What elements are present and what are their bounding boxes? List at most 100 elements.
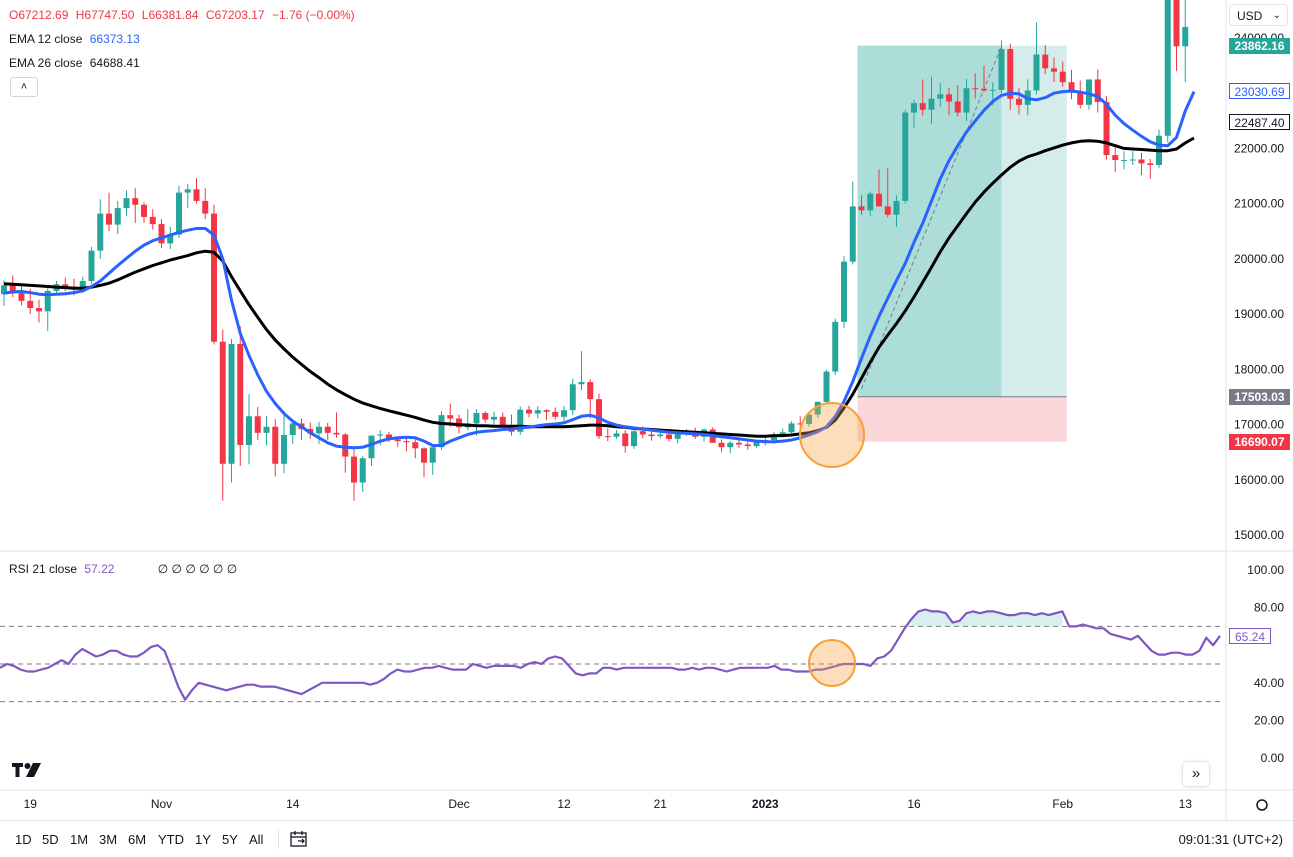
candle-body bbox=[114, 208, 121, 225]
candle-body bbox=[1007, 49, 1014, 99]
period-3m[interactable]: 3M bbox=[99, 832, 118, 847]
period-1y[interactable]: 1Y bbox=[195, 832, 211, 847]
period-ytd[interactable]: YTD bbox=[158, 832, 184, 847]
candle-body bbox=[858, 206, 865, 211]
candle-body bbox=[421, 448, 427, 463]
candle-body bbox=[736, 442, 742, 445]
candle-body bbox=[604, 436, 611, 438]
candle-body bbox=[1077, 92, 1084, 105]
candle-body bbox=[79, 280, 86, 290]
clock: 09:01:31 (UTC+2) bbox=[1178, 832, 1283, 847]
candle-body bbox=[412, 442, 419, 449]
candle-body bbox=[386, 434, 392, 440]
candle-body bbox=[9, 285, 16, 294]
candle-body bbox=[814, 401, 821, 415]
candle-body bbox=[543, 410, 550, 412]
rsi-highlight-circle bbox=[808, 639, 856, 687]
candle-body bbox=[727, 442, 734, 448]
ema12-legend[interactable]: EMA 12 close 66373.13 bbox=[9, 32, 144, 46]
candle-body bbox=[97, 213, 104, 251]
price-pane[interactable] bbox=[1, 0, 1196, 501]
highlight-circle bbox=[799, 402, 865, 468]
candle-body bbox=[254, 416, 261, 433]
candle-body bbox=[62, 284, 69, 287]
candle-body bbox=[1, 285, 7, 295]
candle-body bbox=[447, 415, 454, 419]
collapse-legend-button[interactable]: ˄ bbox=[10, 77, 38, 97]
chevron-down-icon: ⌄ bbox=[1272, 10, 1281, 21]
rsi-tick-label: 20.00 bbox=[1254, 713, 1284, 727]
calendar-icon[interactable] bbox=[289, 829, 309, 849]
price-tick-label: 18000.00 bbox=[1234, 362, 1284, 376]
period-5y[interactable]: 5Y bbox=[222, 832, 238, 847]
legend-high: H67747.50 bbox=[75, 8, 135, 22]
candle-body bbox=[237, 343, 244, 445]
candle-body bbox=[482, 412, 489, 420]
candle-body bbox=[342, 434, 349, 457]
candle-body bbox=[289, 423, 296, 436]
candle-body bbox=[184, 189, 191, 193]
profit-zone-filled bbox=[857, 45, 1002, 397]
candle-body bbox=[587, 382, 594, 400]
time-tick-label: 14 bbox=[286, 797, 300, 811]
candle-body bbox=[902, 112, 909, 201]
scroll-to-realtime-button[interactable]: » bbox=[1183, 762, 1209, 786]
candle-body bbox=[954, 101, 961, 113]
candle-body bbox=[158, 224, 165, 244]
period-1m[interactable]: 1M bbox=[70, 832, 89, 847]
candle-body bbox=[324, 426, 331, 433]
axes: 24000.0023000.0022000.0021000.0020000.00… bbox=[0, 0, 1293, 820]
ema26-legend[interactable]: EMA 26 close 64688.41 bbox=[9, 56, 144, 70]
price-tick-label: 22000.00 bbox=[1234, 141, 1284, 155]
loss-zone bbox=[857, 396, 1067, 442]
toolbar-divider bbox=[278, 829, 279, 849]
time-tick-label: 21 bbox=[654, 797, 668, 811]
rsi-tick-label: 100.00 bbox=[1247, 563, 1284, 577]
candle-body bbox=[211, 213, 217, 342]
price-tick-label: 15000.00 bbox=[1234, 528, 1284, 542]
candle-body bbox=[561, 410, 567, 417]
candle-body bbox=[797, 423, 804, 425]
tradingview-logo bbox=[12, 763, 41, 777]
rsi-legend[interactable]: RSI 21 close 57.22 ∅ ∅ ∅ ∅ ∅ ∅ bbox=[9, 562, 241, 576]
candle-body bbox=[18, 293, 25, 301]
candle-body bbox=[1033, 54, 1040, 91]
candle-body bbox=[876, 193, 882, 207]
legend-close: C67203.17 bbox=[205, 8, 265, 22]
candle-body bbox=[666, 434, 672, 439]
candle-body bbox=[1103, 102, 1110, 156]
candle-body bbox=[771, 434, 777, 441]
candle-body bbox=[753, 442, 760, 447]
rsi-label: RSI 21 close bbox=[9, 562, 78, 576]
period-1d[interactable]: 1D bbox=[15, 832, 32, 847]
candle-body bbox=[141, 204, 147, 217]
stop-price-tag: 16690.07 bbox=[1229, 434, 1290, 450]
candle-body bbox=[639, 431, 646, 435]
period-5d[interactable]: 5D bbox=[42, 832, 59, 847]
candle-body bbox=[1059, 71, 1066, 83]
candle-body bbox=[1112, 155, 1119, 161]
rsi-pane[interactable] bbox=[0, 608, 1222, 703]
candle-body bbox=[36, 308, 42, 312]
time-tick-label: Dec bbox=[448, 797, 469, 811]
candle-body bbox=[333, 432, 340, 435]
ema26-price-tag: 22487.40 bbox=[1229, 114, 1290, 130]
candle-body bbox=[841, 261, 847, 322]
candle-body bbox=[674, 433, 681, 439]
ema12-price-tag: 23030.69 bbox=[1229, 83, 1290, 99]
ema26-value: 64688.41 bbox=[89, 56, 140, 70]
candle-body bbox=[613, 433, 620, 437]
bottom-toolbar: 1D 5D 1M 3M 6M YTD 1Y 5Y All 09:01:31 (U… bbox=[0, 820, 1293, 857]
candle-body bbox=[149, 216, 156, 225]
price-tick-label: 19000.00 bbox=[1234, 307, 1284, 321]
candle-body bbox=[622, 433, 629, 447]
candle-body bbox=[648, 434, 655, 437]
candle-body bbox=[88, 250, 95, 281]
candle-body bbox=[429, 447, 436, 463]
legend-change: −1.76 (−0.00%) bbox=[271, 8, 355, 22]
currency-selector[interactable]: USD ⌄ bbox=[1229, 4, 1288, 26]
candle-body bbox=[1129, 159, 1136, 161]
period-6m[interactable]: 6M bbox=[128, 832, 147, 847]
period-all[interactable]: All bbox=[249, 832, 264, 847]
